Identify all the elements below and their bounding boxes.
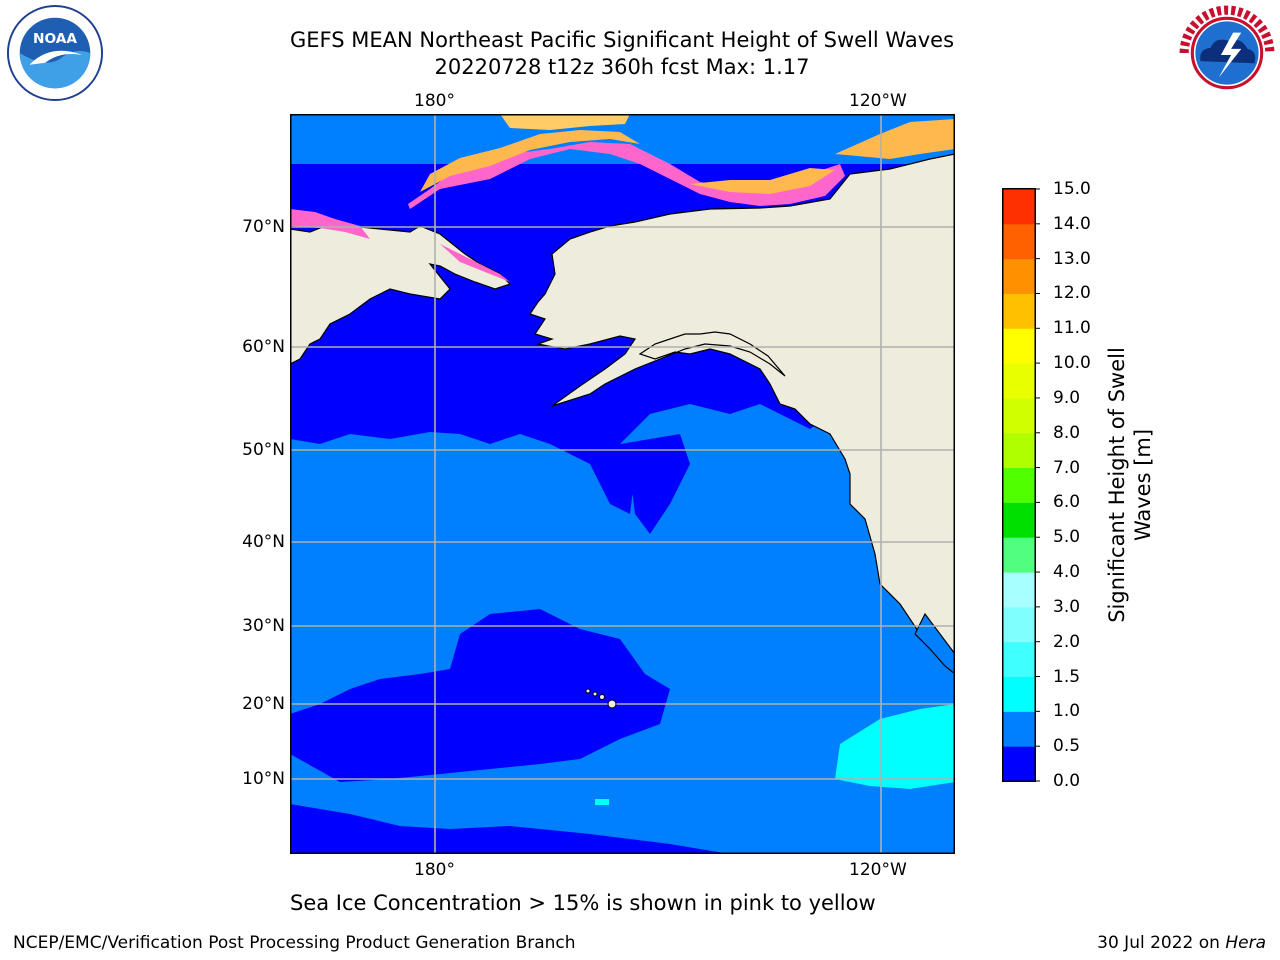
colorbar-tick-label: 13.0 <box>1053 248 1091 269</box>
colorbar-tick-label: 10.0 <box>1053 353 1091 374</box>
colorbar-segment <box>1003 223 1035 260</box>
colorbar-segment <box>1003 676 1035 712</box>
sea-ice <box>290 114 955 282</box>
colorbar-segment <box>1003 293 1035 329</box>
footer-date: 30 Jul 2022 on Hera <box>1097 933 1266 953</box>
chart-title: GEFS MEAN Northeast Pacific Significant … <box>289 28 955 52</box>
swell-spot-1.0-1.5 <box>595 799 609 805</box>
colorbar-segment <box>1003 467 1035 503</box>
lat-label-60n: 60°N <box>242 337 285 357</box>
colorbar-segment <box>1003 432 1035 469</box>
map-frame <box>290 114 955 854</box>
colorbar-segment <box>1003 606 1035 643</box>
colorbar-tick-label: 1.0 <box>1053 701 1081 722</box>
colorbar-segment <box>1003 502 1035 538</box>
land-siberia <box>290 223 512 365</box>
colorbar-tick-label: 4.0 <box>1053 562 1081 583</box>
lat-label-10n: 10°N <box>242 769 285 789</box>
lat-label-20n: 20°N <box>242 694 285 714</box>
colorbar-tick-label: 14.0 <box>1053 213 1091 234</box>
lat-label-70n: 70°N <box>242 217 285 237</box>
lat-label-30n: 30°N <box>242 616 285 636</box>
colorbar-tick-label: 9.0 <box>1053 387 1081 408</box>
swell-area-southwest-0-0.5 <box>290 804 730 854</box>
footer-date-text: 30 Jul 2022 on <box>1097 933 1220 953</box>
map-panel <box>290 114 955 854</box>
land-north-america <box>529 153 955 675</box>
colorbar-tick-label: 3.0 <box>1053 596 1081 617</box>
graticule <box>290 114 955 854</box>
colorbar-segment <box>1003 363 1035 399</box>
colorbar-segment <box>1003 397 1035 434</box>
colorbar-segment <box>1003 537 1035 573</box>
colorbar-segment <box>1003 711 1035 747</box>
colorbar-tick-label: 1.5 <box>1053 666 1081 687</box>
colorbar-tick-label: 5.0 <box>1053 527 1081 548</box>
lon-label-bottom-120w: 120°W <box>849 860 907 880</box>
colorbar-segment <box>1003 189 1035 225</box>
colorbar-frame <box>1002 188 1036 782</box>
swell-area-midpac-0-0.5 <box>620 434 690 534</box>
colorbar-tick-label: 7.0 <box>1053 457 1081 478</box>
sea-ice-note: Sea Ice Concentration > 15% is shown in … <box>290 891 876 915</box>
colorbar-tick-label: 11.0 <box>1053 318 1091 339</box>
colorbar-segment <box>1003 328 1035 364</box>
footer-machine: Hera <box>1225 933 1266 953</box>
colorbar-tick-label: 6.0 <box>1053 492 1081 513</box>
colorbar-label-line2: Waves [m] <box>1131 428 1155 542</box>
colorbar-tick-label: 8.0 <box>1053 422 1081 443</box>
land-hawaii <box>585 688 617 709</box>
nws-logo-icon <box>1179 5 1275 101</box>
lon-label-top-180: 180° <box>414 91 455 111</box>
colorbar-segment <box>1003 746 1035 782</box>
colorbar-tick-label: 0.5 <box>1053 736 1081 757</box>
colorbar-segment <box>1003 572 1035 608</box>
colorbar-tick-label: 0.0 <box>1053 771 1081 791</box>
chart-subtitle: 20220728 t12z 360h fcst Max: 1.17 <box>434 55 810 79</box>
land-gulf-of-california <box>914 612 955 675</box>
lat-label-40n: 40°N <box>242 532 285 552</box>
lon-label-bottom-180: 180° <box>414 860 455 880</box>
noaa-logo-text: NOAA <box>33 31 77 47</box>
colorbar <box>1002 188 1040 782</box>
lat-label-50n: 50°N <box>242 440 285 460</box>
land-masses <box>290 153 955 675</box>
swell-area-1.0-1.5 <box>835 704 955 789</box>
colorbar-segment <box>1003 258 1035 294</box>
map-canvas <box>290 114 955 854</box>
swell-area-subtropical-0-0.5 <box>290 609 670 782</box>
colorbar-tick-label: 15.0 <box>1053 179 1091 199</box>
lon-label-top-120w: 120°W <box>849 91 907 111</box>
colorbar-label-line1: Significant Height of Swell <box>1105 347 1129 623</box>
footer-branch: NCEP/EMC/Verification Post Processing Pr… <box>13 933 576 953</box>
colorbar-tick-label: 12.0 <box>1053 283 1091 304</box>
colorbar-tick-label: 2.0 <box>1053 631 1081 652</box>
noaa-logo-icon: NOAA <box>6 4 104 102</box>
colorbar-segment <box>1003 641 1035 678</box>
